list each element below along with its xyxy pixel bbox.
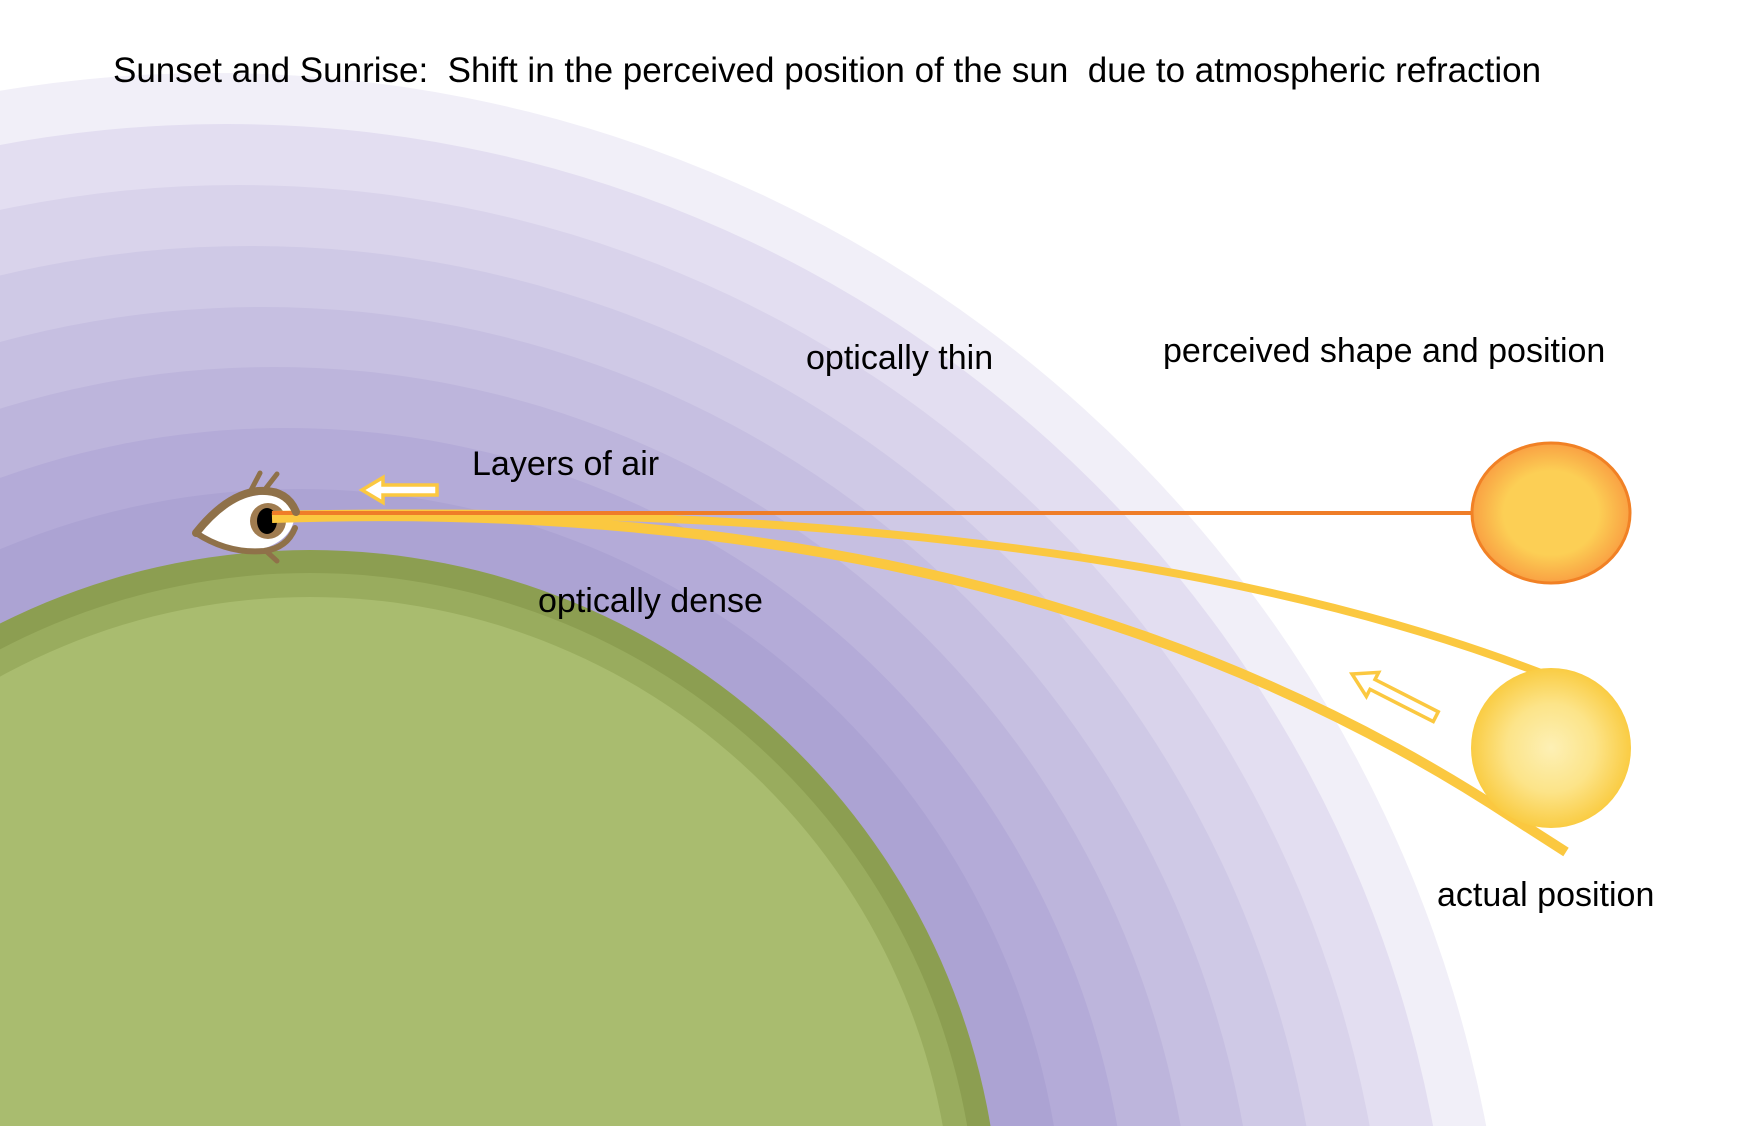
refracted-ray-lower (271, 511, 1569, 857)
eye-upper-lash-2 (260, 471, 280, 495)
label-optically-dense: optically dense (538, 582, 763, 620)
sun-actual (1471, 668, 1631, 828)
diagram-title: Sunset and Sunrise: Shift in the perceiv… (113, 51, 1542, 90)
sun-perceived (1470, 441, 1632, 585)
eye-lids-and-lashes (192, 470, 300, 564)
label-optically-thin: optically thin (806, 339, 994, 377)
eye-upper-lash-1 (246, 470, 263, 497)
eye-lower-lash (263, 548, 280, 564)
label-actual-position: actual position (1437, 876, 1655, 914)
eye-upper-lid (192, 486, 300, 537)
light-direction-arrow-near-eye (358, 474, 439, 506)
label-perceived-shape-and-position: perceived shape and position (1163, 332, 1606, 370)
label-layers-of-air: Layers of air (472, 445, 660, 483)
light-direction-arrow-near-sun (1348, 670, 1441, 724)
earth-surface (0, 597, 943, 1126)
